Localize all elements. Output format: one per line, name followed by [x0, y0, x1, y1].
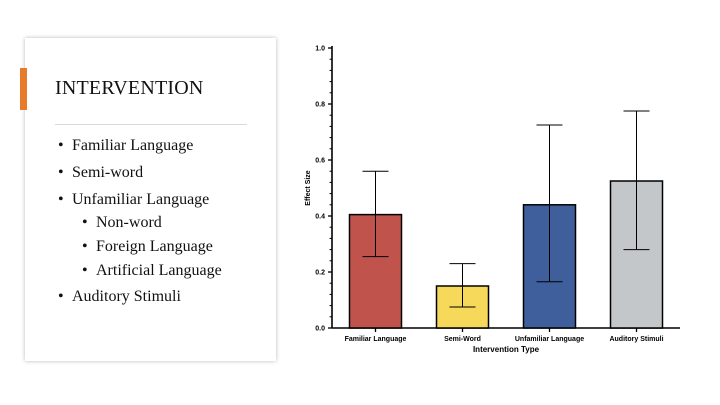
bullet-item: • Familiar Language: [58, 137, 193, 155]
sub-bullet-item: • Foreign Language: [82, 238, 213, 256]
content-card: [25, 38, 276, 361]
x-tick-label: Unfamiliar Language: [515, 336, 584, 343]
y-tick-label: 1.0: [315, 46, 325, 53]
x-axis-title: Intervention Type: [473, 345, 540, 354]
bullet-dot-icon: •: [58, 288, 64, 305]
bullet-text: Auditory Stimuli: [72, 288, 181, 305]
bullet-dot-icon: •: [82, 262, 88, 279]
bullet-text: Unfamiliar Language: [72, 191, 210, 208]
bullet-text: Foreign Language: [96, 238, 213, 255]
bullet-text: Artificial Language: [96, 262, 222, 279]
title-accent-bar: [20, 68, 27, 110]
y-tick-label: 0.4: [315, 214, 325, 221]
bullet-dot-icon: •: [58, 137, 64, 154]
bullet-item: • Auditory Stimuli: [58, 288, 181, 306]
bullet-dot-icon: •: [82, 238, 88, 255]
x-tick-label: Semi-Word: [444, 336, 481, 343]
x-tick-label: Familiar Language: [345, 336, 407, 343]
y-tick-label: 0.0: [315, 326, 325, 333]
sub-bullet-item: • Non-word: [82, 214, 162, 232]
bullet-item: • Unfamiliar Language: [58, 191, 209, 209]
x-tick-label: Auditory Stimuli: [609, 336, 663, 343]
title-divider: [55, 124, 247, 125]
bullet-dot-icon: •: [82, 214, 88, 231]
bullet-item: • Semi-word: [58, 164, 143, 182]
y-tick-label: 0.8: [315, 102, 325, 109]
bullet-text: Non-word: [96, 214, 162, 231]
bullet-dot-icon: •: [58, 164, 64, 181]
bullet-text: Familiar Language: [72, 137, 194, 154]
y-axis-title: Effect Size: [305, 170, 312, 206]
sub-bullet-item: • Artificial Language: [82, 262, 222, 280]
y-tick-label: 0.2: [315, 270, 325, 277]
y-tick-label: 0.6: [315, 158, 325, 165]
bullet-text: Semi-word: [72, 164, 144, 181]
slide-title: INTERVENTION: [55, 77, 204, 99]
bullet-dot-icon: •: [58, 191, 64, 208]
effect-size-bar-chart: 0.0 0.2 0.4 0.6 0.8 1.0 Familiar Language Semi-…: [305, 46, 680, 354]
